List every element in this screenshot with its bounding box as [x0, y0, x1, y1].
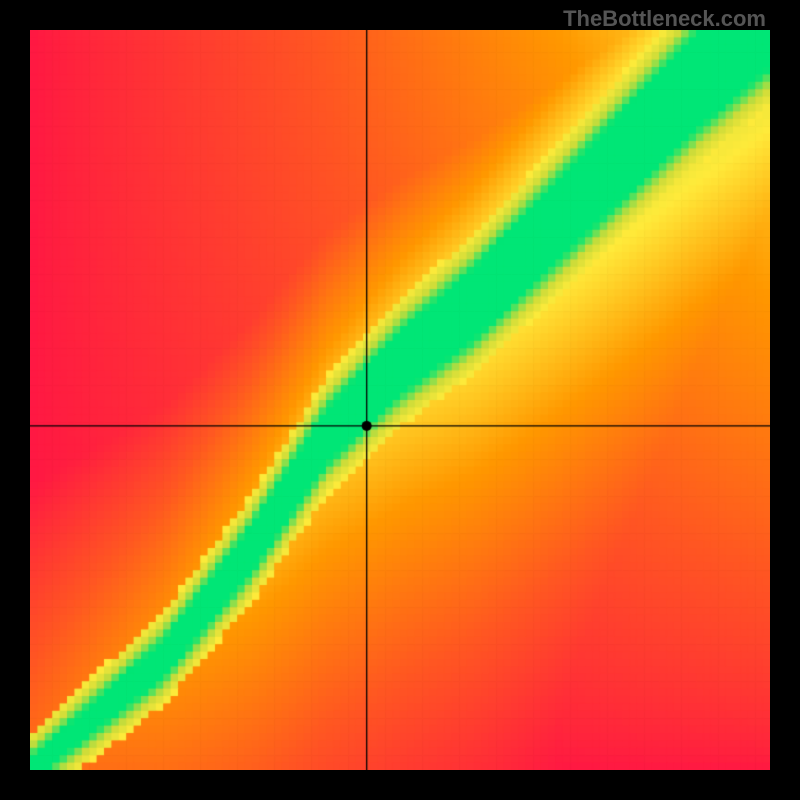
chart-container: { "canvas": { "width": 800, "height": 80… [0, 0, 800, 800]
bottleneck-heatmap [30, 30, 770, 770]
watermark-text: TheBottleneck.com [563, 6, 766, 32]
